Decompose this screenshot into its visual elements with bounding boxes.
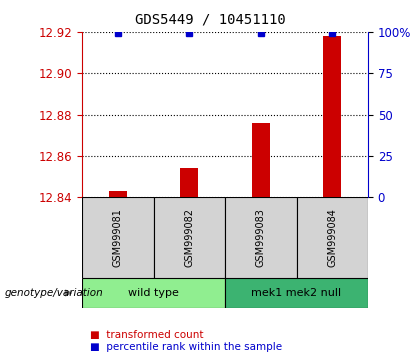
Text: mek1 mek2 null: mek1 mek2 null bbox=[252, 288, 341, 298]
Bar bbox=[82, 197, 153, 278]
Bar bbox=[252, 123, 270, 197]
Bar bbox=[153, 197, 225, 278]
Text: genotype/variation: genotype/variation bbox=[4, 288, 103, 298]
Text: GSM999084: GSM999084 bbox=[327, 208, 337, 267]
Text: GSM999083: GSM999083 bbox=[256, 208, 266, 267]
Bar bbox=[323, 36, 341, 197]
Bar bbox=[297, 197, 368, 278]
Text: ■  percentile rank within the sample: ■ percentile rank within the sample bbox=[90, 342, 283, 352]
Bar bbox=[109, 191, 127, 197]
Bar bbox=[225, 197, 297, 278]
Text: wild type: wild type bbox=[128, 288, 179, 298]
Bar bbox=[225, 278, 368, 308]
Text: GSM999082: GSM999082 bbox=[184, 208, 194, 267]
Text: GDS5449 / 10451110: GDS5449 / 10451110 bbox=[135, 12, 285, 27]
Text: ■  transformed count: ■ transformed count bbox=[90, 330, 204, 339]
Bar bbox=[82, 278, 225, 308]
Text: GSM999081: GSM999081 bbox=[113, 208, 123, 267]
Bar bbox=[180, 168, 198, 197]
